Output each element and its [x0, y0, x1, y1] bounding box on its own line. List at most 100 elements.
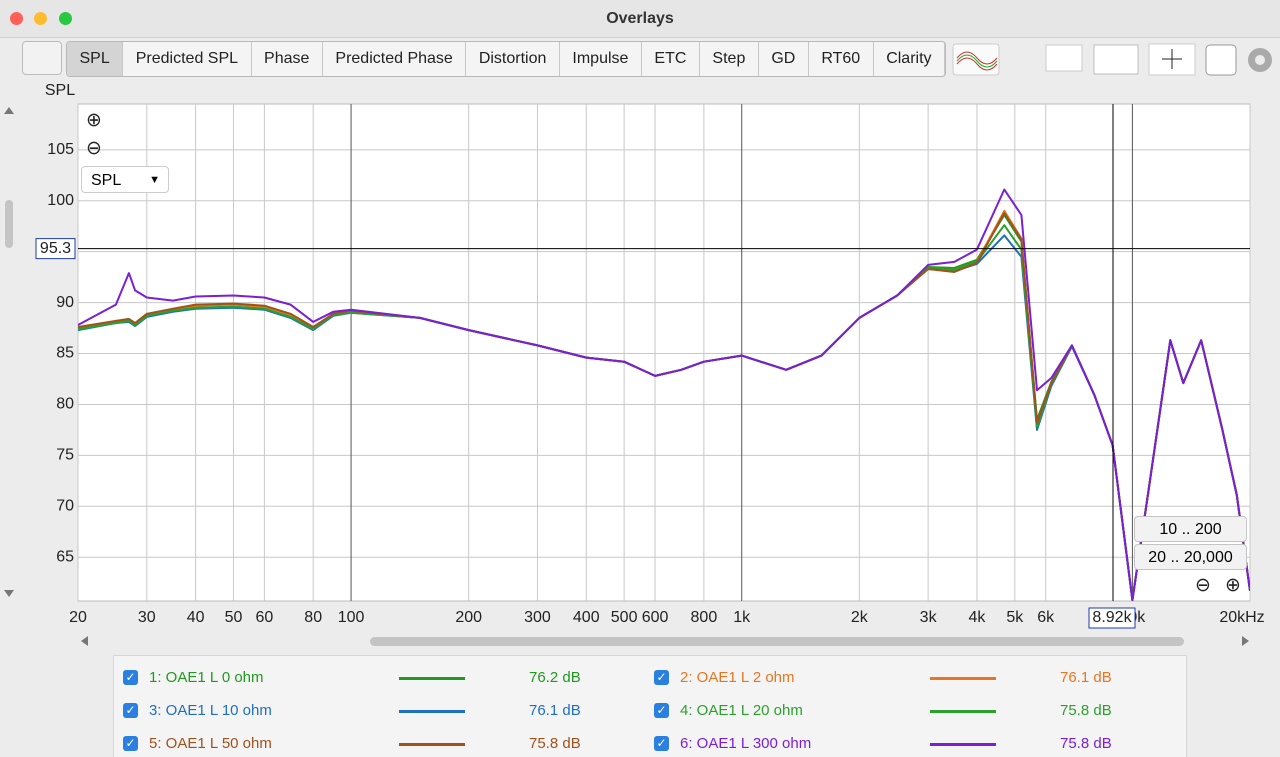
plot-area	[77, 103, 1251, 602]
x-tick-label: 40	[187, 609, 205, 626]
y-axis-label: SPL	[45, 82, 75, 99]
legend-swatch	[930, 743, 996, 746]
overlay-icon-wave	[956, 51, 998, 71]
controls-icon[interactable]	[1205, 44, 1237, 76]
y-tick-label: 105	[47, 141, 74, 158]
zoom-in-y[interactable]: ⊕	[86, 110, 102, 131]
capture-button[interactable]	[22, 41, 62, 75]
x-tick-label: 200	[455, 609, 482, 626]
cursor-x-box	[1088, 607, 1136, 629]
zoom-out-x[interactable]: ⊖	[1195, 575, 1211, 596]
legend-swatch	[930, 677, 996, 680]
cursor-y-label: 95.3	[40, 240, 71, 257]
legend-name: 5: OAE1 L 50 ohm	[149, 735, 272, 752]
tab[interactable]: Distortion	[466, 42, 560, 76]
tab[interactable]: GD	[759, 42, 809, 76]
x-tick-label: 800	[691, 609, 718, 626]
legend-level: 76.1 dB	[1060, 669, 1112, 686]
y-tick-label: 75	[56, 447, 74, 464]
range-button[interactable]: 20 .. 20,000	[1134, 544, 1247, 570]
legend-checkbox[interactable]: ✓	[654, 703, 669, 718]
tab[interactable]: Phase	[252, 42, 323, 76]
x-tick-label: 500	[611, 609, 638, 626]
zoom-out-y[interactable]: ⊖	[86, 138, 102, 159]
x-tick-label: 300	[524, 609, 551, 626]
x-tick-label: 2k	[851, 609, 869, 626]
x-tick-label: 20kHz	[1219, 609, 1264, 626]
overlay-icon-wave	[956, 54, 998, 68]
legend-checkbox[interactable]: ✓	[654, 736, 669, 751]
x-tick-label: 30	[138, 609, 156, 626]
settings-icon-hole	[1255, 55, 1265, 65]
x-tick-label: 400	[573, 609, 600, 626]
tab[interactable]: Step	[700, 42, 759, 76]
x-tick-label: 20	[69, 609, 87, 626]
fit-icon-arrows	[1162, 49, 1182, 69]
h-scrollbar-thumb[interactable]	[370, 637, 1184, 646]
legend-checkbox[interactable]: ✓	[123, 703, 138, 718]
x-tick-label: 80	[304, 609, 322, 626]
tab[interactable]: SPL	[67, 42, 124, 76]
tab[interactable]: RT60	[809, 42, 874, 76]
zoom-button[interactable]	[59, 12, 72, 25]
legend-level: 76.2 dB	[529, 669, 581, 686]
layout-icon[interactable]	[1045, 44, 1083, 72]
y-tick-label: 65	[56, 548, 74, 565]
title-bar: Overlays	[0, 0, 1280, 38]
cursor-x-label: 8.92k	[1092, 609, 1132, 626]
legend: ✓ 1: OAE1 L 0 ohm 76.2 dB ✓ 2: OAE1 L 2 ohm 7…	[113, 655, 1187, 757]
v-scroll-arrows[interactable]	[4, 107, 14, 597]
graph-dropdown[interactable]: SPL ▼	[81, 166, 169, 193]
x-tick-label: 1k	[733, 609, 751, 626]
legend-name: 4: OAE1 L 20 ohm	[680, 702, 803, 719]
y-tick-label: 85	[56, 345, 74, 362]
legend-name: 3: OAE1 L 10 ohm	[149, 702, 272, 719]
x-tick-label: 600	[642, 609, 669, 626]
legend-checkbox[interactable]: ✓	[123, 670, 138, 685]
tab[interactable]: ETC	[642, 42, 700, 76]
x-tick-label: 100	[338, 609, 365, 626]
legend-level: 75.8 dB	[529, 735, 581, 752]
legend-checkbox[interactable]: ✓	[654, 670, 669, 685]
legend-swatch	[399, 677, 465, 680]
legend-swatch	[930, 710, 996, 713]
tab[interactable]: Impulse	[560, 42, 642, 76]
tab[interactable]: Predicted Phase	[323, 42, 467, 76]
x-tick-label: 3k	[920, 609, 938, 626]
x-tick-label: 60	[255, 609, 273, 626]
legend-swatch	[399, 710, 465, 713]
range-button[interactable]: 10 .. 200	[1134, 516, 1247, 542]
dropdown-arrow: ▼	[149, 174, 160, 186]
legend-checkbox[interactable]: ✓	[123, 736, 138, 751]
x-tick-label: 6k	[1037, 609, 1055, 626]
x-tick-label: 5k	[1006, 609, 1024, 626]
columns-icon[interactable]	[1093, 44, 1139, 75]
legend-level: 75.8 dB	[1060, 735, 1112, 752]
window-title: Overlays	[606, 10, 674, 27]
toolbar: SPL Predicted SPL Phase Predicted Phase Dist…	[22, 41, 947, 77]
close-button[interactable]	[10, 12, 23, 25]
legend-swatch	[399, 743, 465, 746]
y-tick-label: 80	[56, 396, 74, 413]
x-tick-label: 4k	[968, 609, 986, 626]
y-tick-label: 90	[56, 294, 74, 311]
x-tick-label: 50	[225, 609, 243, 626]
legend-level: 75.8 dB	[1060, 702, 1112, 719]
legend-name: 6: OAE1 L 300 ohm	[680, 735, 812, 752]
y-tick-label: 70	[56, 498, 74, 515]
y-tick-label: 100	[47, 192, 74, 209]
zoom-in-x[interactable]: ⊕	[1225, 575, 1241, 596]
dropdown-label: SPL	[91, 172, 122, 189]
cursor-y-box	[35, 238, 76, 260]
series-line	[78, 188, 1250, 601]
legend-level: 76.1 dB	[529, 702, 581, 719]
tab[interactable]: Clarity	[874, 42, 946, 76]
minimize-button[interactable]	[34, 12, 47, 25]
legend-name: 2: OAE1 L 2 ohm	[680, 669, 795, 686]
tab[interactable]: Predicted SPL	[123, 42, 252, 76]
tab-bar: SPL Predicted SPL Phase Predicted Phase Dist…	[66, 41, 947, 77]
legend-name: 1: OAE1 L 0 ohm	[149, 669, 264, 686]
v-scrollbar-thumb[interactable]	[5, 200, 13, 248]
